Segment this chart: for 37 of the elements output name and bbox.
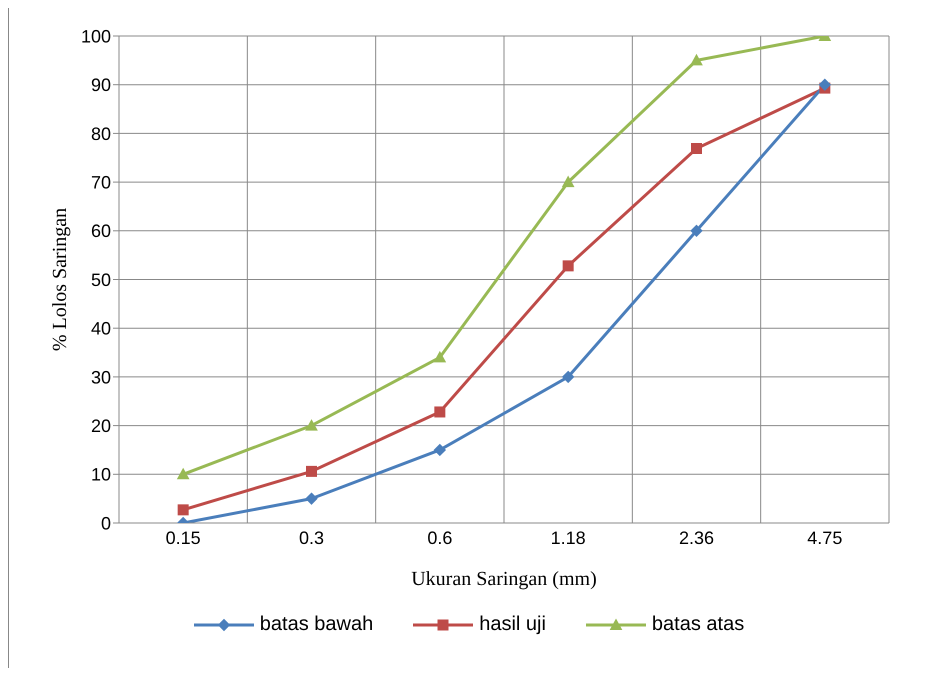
y-tick-label: 0 [100, 513, 111, 534]
point [434, 351, 446, 362]
x-axis-title: Ukuran Saringan (mm) [411, 568, 597, 590]
legend-label: batas bawah [258, 613, 374, 636]
point [690, 224, 702, 237]
x-tick-label: 0.3 [298, 528, 324, 548]
point [306, 420, 318, 431]
point [562, 176, 574, 188]
y-tick-label: 90 [90, 75, 111, 96]
legend-label: batas atas [650, 613, 744, 636]
point [177, 468, 190, 480]
y-tick-label: 20 [90, 416, 111, 436]
point [562, 260, 574, 272]
point [690, 54, 702, 66]
point [434, 406, 446, 418]
point [306, 492, 318, 505]
y-tick-label: 60 [90, 221, 111, 242]
point [562, 370, 574, 383]
point [691, 142, 702, 154]
y-tick-label: 10 [90, 464, 111, 485]
x-tick-label: 2.36 [678, 528, 714, 548]
y-tick-label: 80 [90, 124, 111, 144]
y-tick-label: 40 [90, 318, 111, 339]
x-tick-label: 0.15 [166, 528, 201, 548]
y-axis-title: % Lolos Saringan [49, 208, 72, 352]
point [306, 466, 317, 477]
point [434, 444, 446, 456]
y-tick-label: 100 [80, 26, 111, 46]
point [178, 504, 189, 516]
legend-label: hasil uji [478, 613, 546, 636]
x-tick-label: 0.6 [427, 528, 452, 548]
point [818, 78, 831, 91]
x-tick-label: 1.18 [550, 528, 586, 548]
y-tick-label: 50 [90, 270, 111, 290]
y-tick-label: 30 [90, 367, 111, 388]
x-tick-label: 4.75 [807, 528, 842, 548]
y-tick-label: 70 [90, 172, 111, 192]
